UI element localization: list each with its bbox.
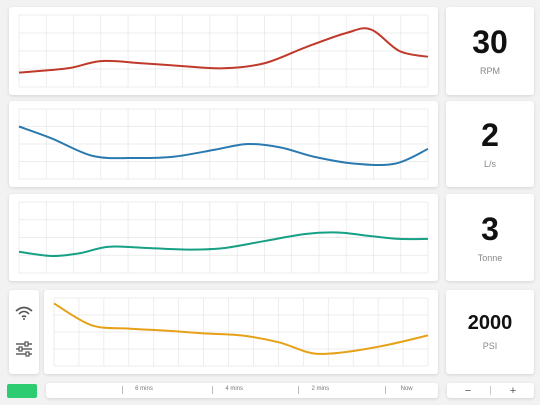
chart-panel-rpm	[9, 7, 438, 95]
value-tonne: 3	[481, 210, 499, 247]
sliders-icon[interactable]	[15, 340, 33, 358]
unit-psi: PSI	[482, 341, 498, 351]
chart-flow	[18, 108, 429, 180]
timeline-label: 4 mins	[225, 386, 243, 392]
series-line	[18, 27, 429, 74]
series-line	[53, 302, 429, 355]
timeline-tick	[212, 386, 214, 394]
wifi-icon[interactable]	[15, 306, 33, 320]
series-line	[18, 125, 429, 166]
value-card-tonne: 3 Tonne	[446, 194, 534, 281]
value-psi: 2000	[467, 312, 513, 334]
chart-panel-tonne	[9, 194, 438, 281]
value-rpm: 30	[472, 24, 508, 60]
chart-psi	[53, 297, 429, 367]
timeline-label: 6 mins	[135, 386, 153, 392]
unit-flow: L/s	[483, 159, 496, 169]
series-line	[18, 231, 429, 257]
zoom-controls: − +	[447, 383, 534, 398]
chart-panel-flow	[9, 101, 438, 187]
timeline-tick	[298, 386, 300, 394]
play-button[interactable]	[7, 384, 37, 398]
value-card-flow: 2 L/s	[446, 101, 534, 187]
chart-panel-psi	[44, 290, 438, 374]
chart-rpm	[18, 14, 429, 88]
value-card-rpm: 30 RPM	[446, 7, 534, 95]
value-card-psi: 2000 PSI	[446, 290, 534, 374]
timeline-label: Now	[400, 386, 413, 392]
zoom-out-button[interactable]: −	[464, 384, 472, 397]
chart-tonne	[18, 201, 429, 274]
timeline-label: 2 mins	[311, 386, 330, 392]
side-controls	[9, 290, 39, 374]
timeline-scrubber[interactable]: 6 mins 4 mins 2 mins Now	[46, 383, 438, 398]
timeline-tick	[384, 386, 386, 394]
value-flow: 2	[481, 117, 499, 153]
zoom-divider	[490, 386, 491, 395]
timeline-tick	[122, 386, 123, 394]
zoom-in-button[interactable]: +	[509, 384, 517, 397]
unit-rpm: RPM	[480, 66, 500, 76]
unit-tonne: Tonne	[477, 252, 503, 263]
